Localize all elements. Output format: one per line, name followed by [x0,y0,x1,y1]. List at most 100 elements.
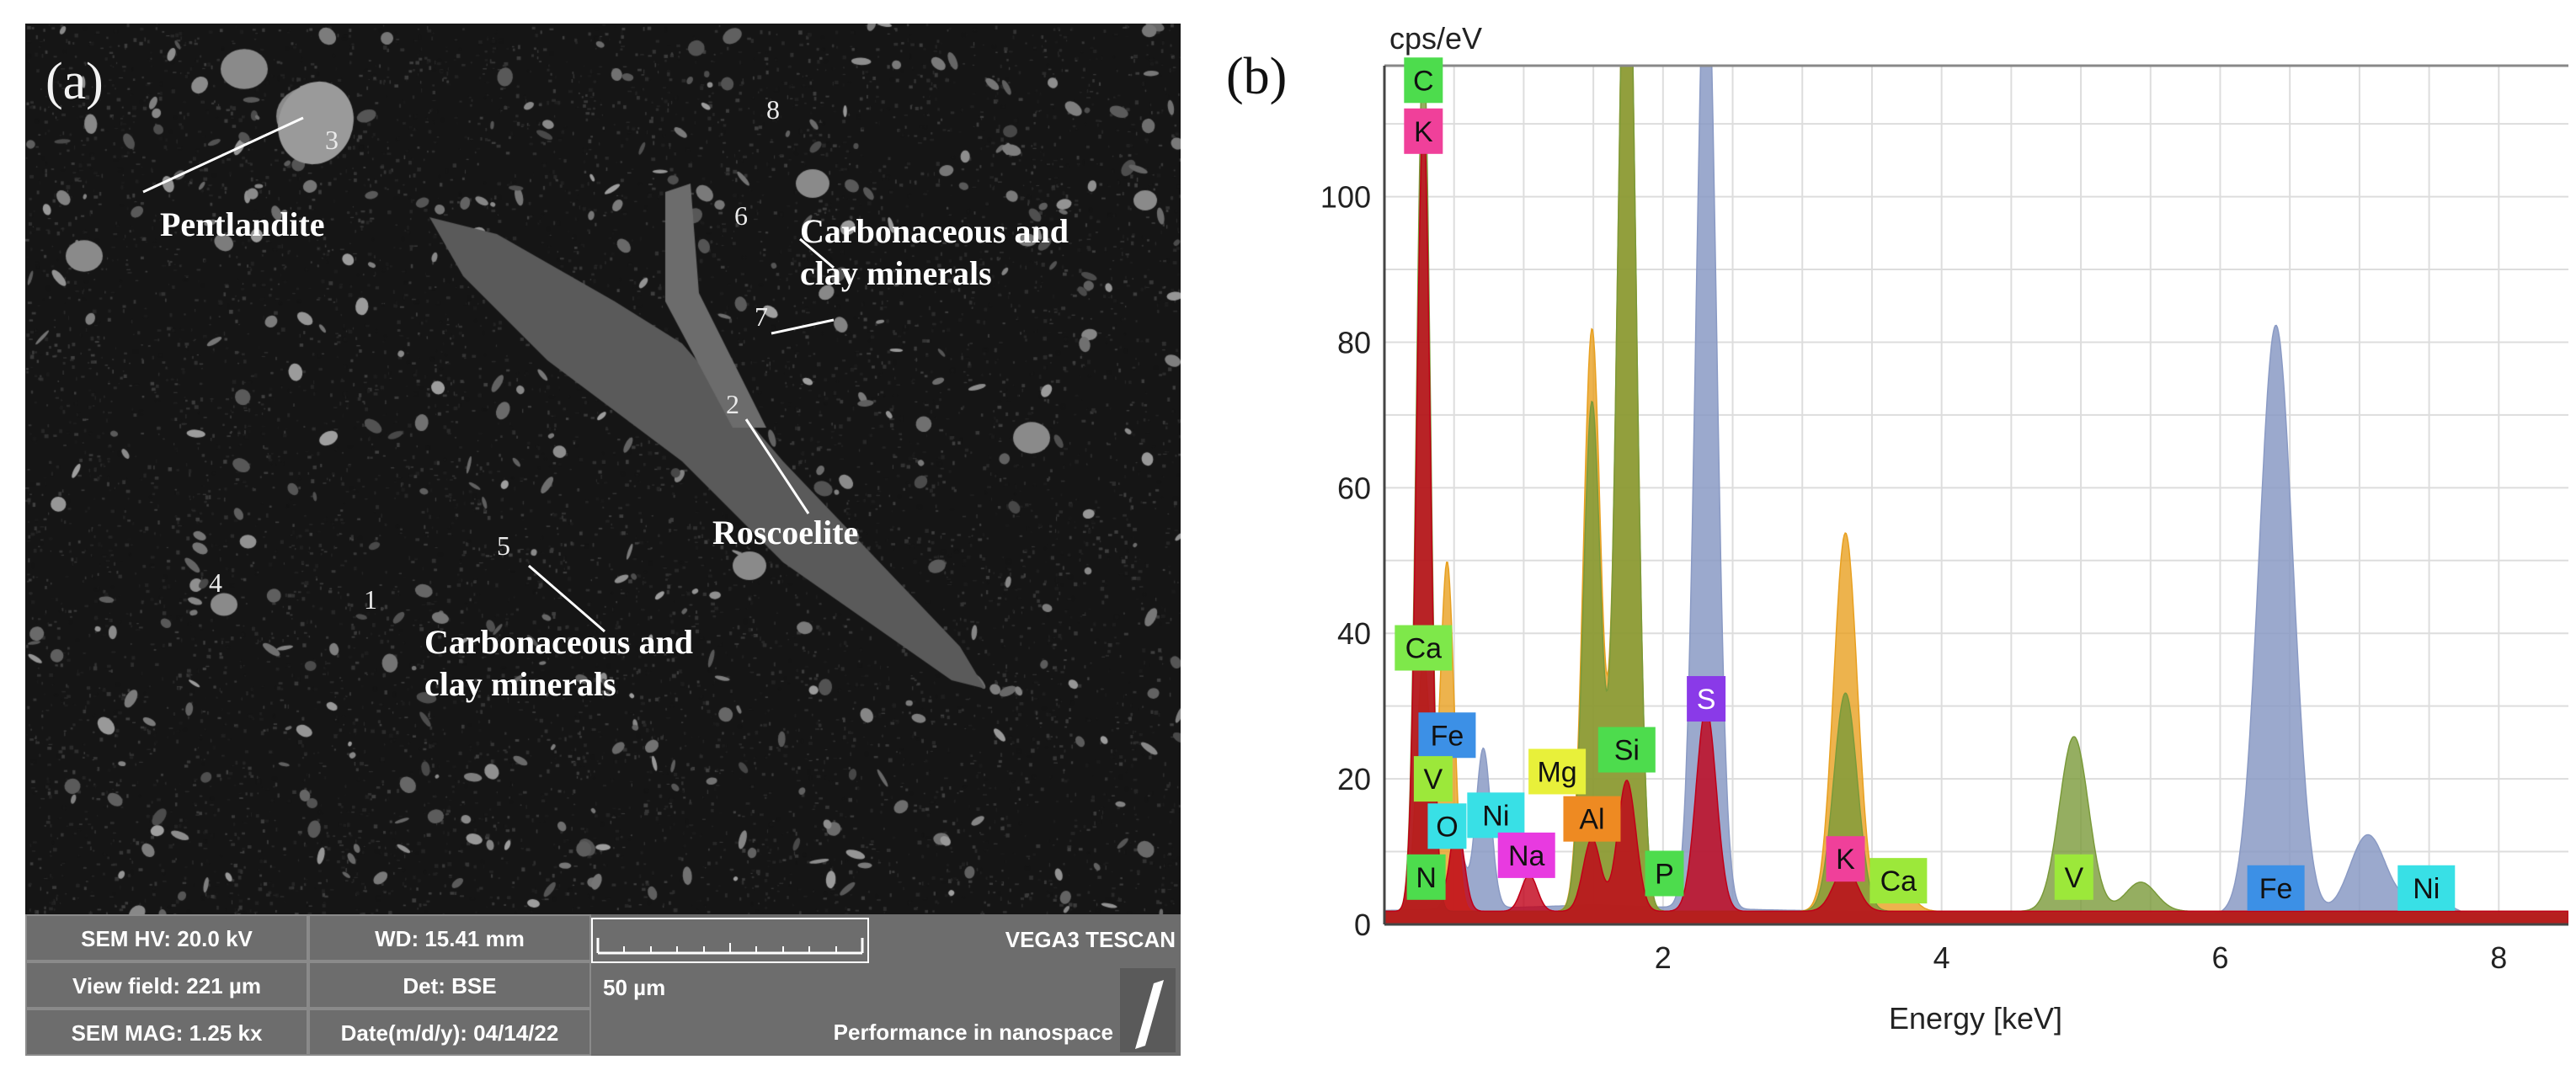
element-label-ni: Ni [1467,792,1525,839]
element-label-box [1404,108,1443,154]
element-label-box [1645,850,1684,897]
chart-axes: 0 20 40 60 80 100 2 4 6 8 [1320,64,2568,975]
point-number-3: 3 [325,125,339,155]
element-label-box [1687,676,1726,722]
element-label-text: Fe [1431,720,1464,752]
sem-image [25,24,1181,914]
point-number-8: 8 [766,94,780,125]
element-label-s: S [1687,676,1726,722]
element-label-text: Ni [2413,873,2440,905]
x-tick-label: 2 [1655,940,1672,975]
x-axis-label: Energy [keV] [1889,1001,2062,1036]
element-label-box [1497,832,1555,878]
x-tick-label: 8 [2490,940,2507,975]
x-tick-label: 4 [1933,940,1950,975]
element-label-fe: Fe [2247,865,2305,911]
element-label-box [1563,796,1621,842]
leader-pentlandite [142,116,304,194]
element-label-k: K [1404,108,1443,154]
info-view-field: View field: 221 µm [25,961,308,1009]
label-carbonaceous-clay-1: Carbonaceous and clay minerals [800,212,1069,292]
sem-micrograph-panel: (a) 3 8 6 7 2 5 4 1 Pentlandite Carbonac… [25,24,1181,1056]
y-tick-label: 20 [1337,762,1371,796]
element-label-box [1418,712,1476,759]
element-label-box [2247,865,2305,911]
y-tick-label: 0 [1354,908,1371,942]
element-label-text: K [1836,844,1855,876]
element-label-text: C [1413,65,1434,97]
info-sem-mag: SEM MAG: 1.25 kx [25,1009,308,1056]
scale-bar-frame [591,918,869,963]
info-detector: Det: BSE [308,961,591,1009]
chart-grid [1384,66,2568,924]
element-label-text: S [1697,684,1716,716]
y-tick-label: 80 [1337,325,1371,359]
element-label-text: Al [1579,804,1604,836]
info-date: Date(m/d/y): 04/14/22 [308,1009,591,1056]
element-label-text: Si [1614,735,1640,767]
point-number-4: 4 [209,567,222,598]
sem-leader-lines [142,116,835,633]
label-roscoelite: Roscoelite [712,514,859,551]
element-label-text: N [1416,862,1437,894]
element-label-box [1404,57,1443,104]
element-label-mg: Mg [1528,748,1587,795]
element-label-n: N [1406,854,1446,900]
point-number-5: 5 [497,530,510,561]
point-number-7: 7 [755,301,768,332]
element-label-box [1427,803,1467,849]
x-tick-label: 6 [2211,940,2228,975]
chart-series [1384,66,2568,924]
element-label-ni: Ni [2397,865,2456,911]
panel-label-b: (b) [1226,48,1288,105]
leader-carb2 [528,564,605,633]
label-carbonaceous-clay-2: Carbonaceous and clay minerals [424,623,693,703]
element-label-text: P [1655,858,1674,890]
point-number-6: 6 [734,200,748,231]
info-sem-hv: SEM HV: 20.0 kV [25,914,308,961]
element-label-box [1869,858,1928,904]
element-label-text: K [1414,116,1433,148]
element-label-si: Si [1597,727,1656,773]
element-label-v: V [1413,756,1453,802]
leader-carb1b [771,318,835,335]
element-label-c: C [1404,57,1443,104]
element-label-ca: Ca [1869,858,1928,904]
element-label-text: Ni [1482,800,1509,832]
element-label-text: Fe [2259,873,2293,905]
series-spectrum-red [1384,111,2568,924]
element-label-text: Ca [1405,633,1443,665]
leader-carb1 [799,237,835,269]
element-label-p: P [1645,850,1684,897]
label-pentlandite: Pentlandite [160,205,325,243]
instrument-slogan: Performance in nanospace [833,1020,1113,1045]
panel-label-a: (a) [45,53,104,110]
element-label-box [1826,836,1865,882]
info-working-distance: WD: 15.41 mm [308,914,591,961]
element-label-box [1406,854,1446,900]
point-number-1: 1 [364,584,377,615]
scale-bar-label: 50 µm [603,975,666,1000]
element-label-v: V [2054,854,2093,900]
element-label-box [2054,854,2093,900]
leader-roscoelite [744,418,810,514]
element-label-box [1467,792,1525,839]
element-label-box [1413,756,1453,802]
y-tick-label: 40 [1337,616,1371,651]
element-label-text: O [1436,811,1458,843]
element-label-na: Na [1497,832,1555,878]
element-label-box [1395,625,1453,671]
element-label-box [2397,865,2456,911]
element-label-text: Mg [1537,756,1576,788]
element-label-text: V [1424,764,1443,796]
y-axis-label: cps/eV [1389,21,1482,56]
tescan-logo [1120,968,1176,1052]
element-label-ca: Ca [1395,625,1453,671]
element-label-k: K [1826,836,1865,882]
element-label-text: Na [1508,840,1545,872]
element-label-box [1528,748,1587,795]
y-tick-label: 100 [1320,180,1371,215]
element-label-text: V [2064,862,2083,894]
